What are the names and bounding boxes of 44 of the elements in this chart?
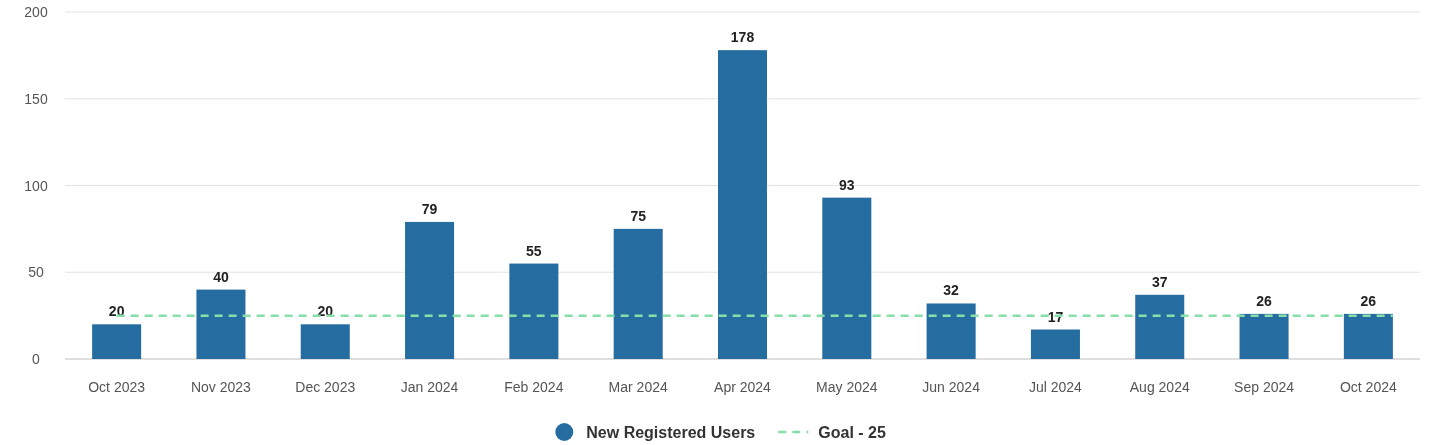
data-label: 26 xyxy=(1360,292,1377,309)
y-tick-label: 150 xyxy=(24,90,48,107)
x-tick-label: Aug 2024 xyxy=(1129,379,1190,395)
x-tick-label: Apr 2024 xyxy=(714,379,772,395)
data-label: 79 xyxy=(421,200,438,217)
bar xyxy=(717,50,768,359)
legend-label: Goal - 25 xyxy=(818,424,886,441)
x-tick-label: Jun 2024 xyxy=(922,379,981,395)
bar xyxy=(926,303,976,359)
data-label: 93 xyxy=(839,176,855,193)
bar xyxy=(509,263,559,359)
x-tick-label: May 2024 xyxy=(816,379,878,395)
data-label: 55 xyxy=(526,242,542,259)
bar xyxy=(822,197,872,359)
data-label: 37 xyxy=(1151,273,1168,290)
bar xyxy=(405,221,455,359)
bar xyxy=(1030,329,1080,359)
x-tick-label: Dec 2023 xyxy=(295,379,356,395)
x-tick-label: Mar 2024 xyxy=(608,379,668,395)
x-tick-label: Nov 2023 xyxy=(190,379,252,395)
bar xyxy=(1343,313,1393,359)
data-label: 178 xyxy=(730,29,755,46)
bar xyxy=(1239,313,1289,359)
bar xyxy=(196,289,246,359)
data-label: 26 xyxy=(1256,292,1273,309)
x-tick-label: Feb 2024 xyxy=(504,379,564,395)
data-label: 20 xyxy=(108,303,125,320)
data-label: 40 xyxy=(213,268,229,285)
bar xyxy=(1135,294,1185,359)
x-tick-label: Sep 2024 xyxy=(1234,379,1295,395)
y-tick-label: 100 xyxy=(24,177,48,194)
data-label: 32 xyxy=(943,282,960,299)
y-tick-label: 0 xyxy=(32,351,41,367)
y-tick-label: 50 xyxy=(28,264,44,281)
data-label: 75 xyxy=(630,207,647,224)
bar xyxy=(613,228,663,359)
bar xyxy=(92,324,142,359)
bar xyxy=(300,324,350,359)
x-tick-label: Oct 2023 xyxy=(88,379,146,395)
x-tick-label: Jan 2024 xyxy=(400,379,459,395)
y-tick-label: 200 xyxy=(24,4,48,20)
x-tick-label: Oct 2024 xyxy=(1339,379,1397,395)
legend-label: New Registered Users xyxy=(586,424,756,441)
x-tick-label: Jul 2024 xyxy=(1028,379,1083,395)
